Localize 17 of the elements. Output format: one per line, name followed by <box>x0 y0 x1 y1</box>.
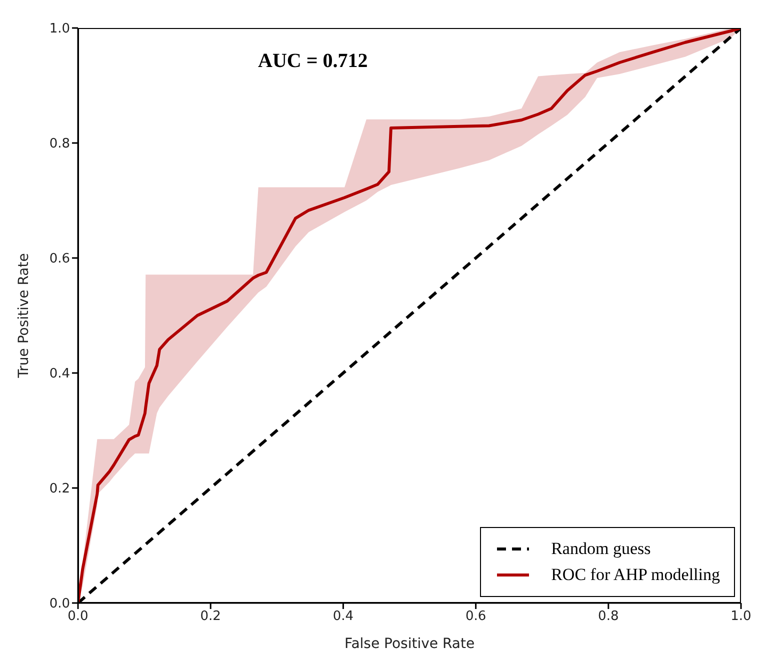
annotation: AUC = 0.712 <box>258 50 368 73</box>
x-tick-label: 0.8 <box>598 609 619 624</box>
y-tick-label: 0.4 <box>49 366 70 382</box>
x-tick-label: 0.0 <box>68 609 88 624</box>
x-tick-label: 0.6 <box>465 609 486 624</box>
x-tick-label: 1.0 <box>730 609 752 624</box>
y-tick-label: 0.8 <box>49 136 70 152</box>
x-tick-label: 0.2 <box>200 609 221 624</box>
y-tick-label: 0.2 <box>49 482 70 497</box>
legend-label: Random guess <box>551 539 651 559</box>
y-tick-label: 0.6 <box>49 252 70 267</box>
x-axis-title: False Positive Rate <box>344 636 475 652</box>
y-axis-title: True Positive Rate <box>16 253 32 379</box>
x-tick-label: 0.4 <box>332 609 354 624</box>
y-tick-label: 1.0 <box>49 22 70 37</box>
legend-label: ROC for AHP modelling <box>551 565 720 585</box>
y-tick-label: 0.0 <box>49 596 70 612</box>
